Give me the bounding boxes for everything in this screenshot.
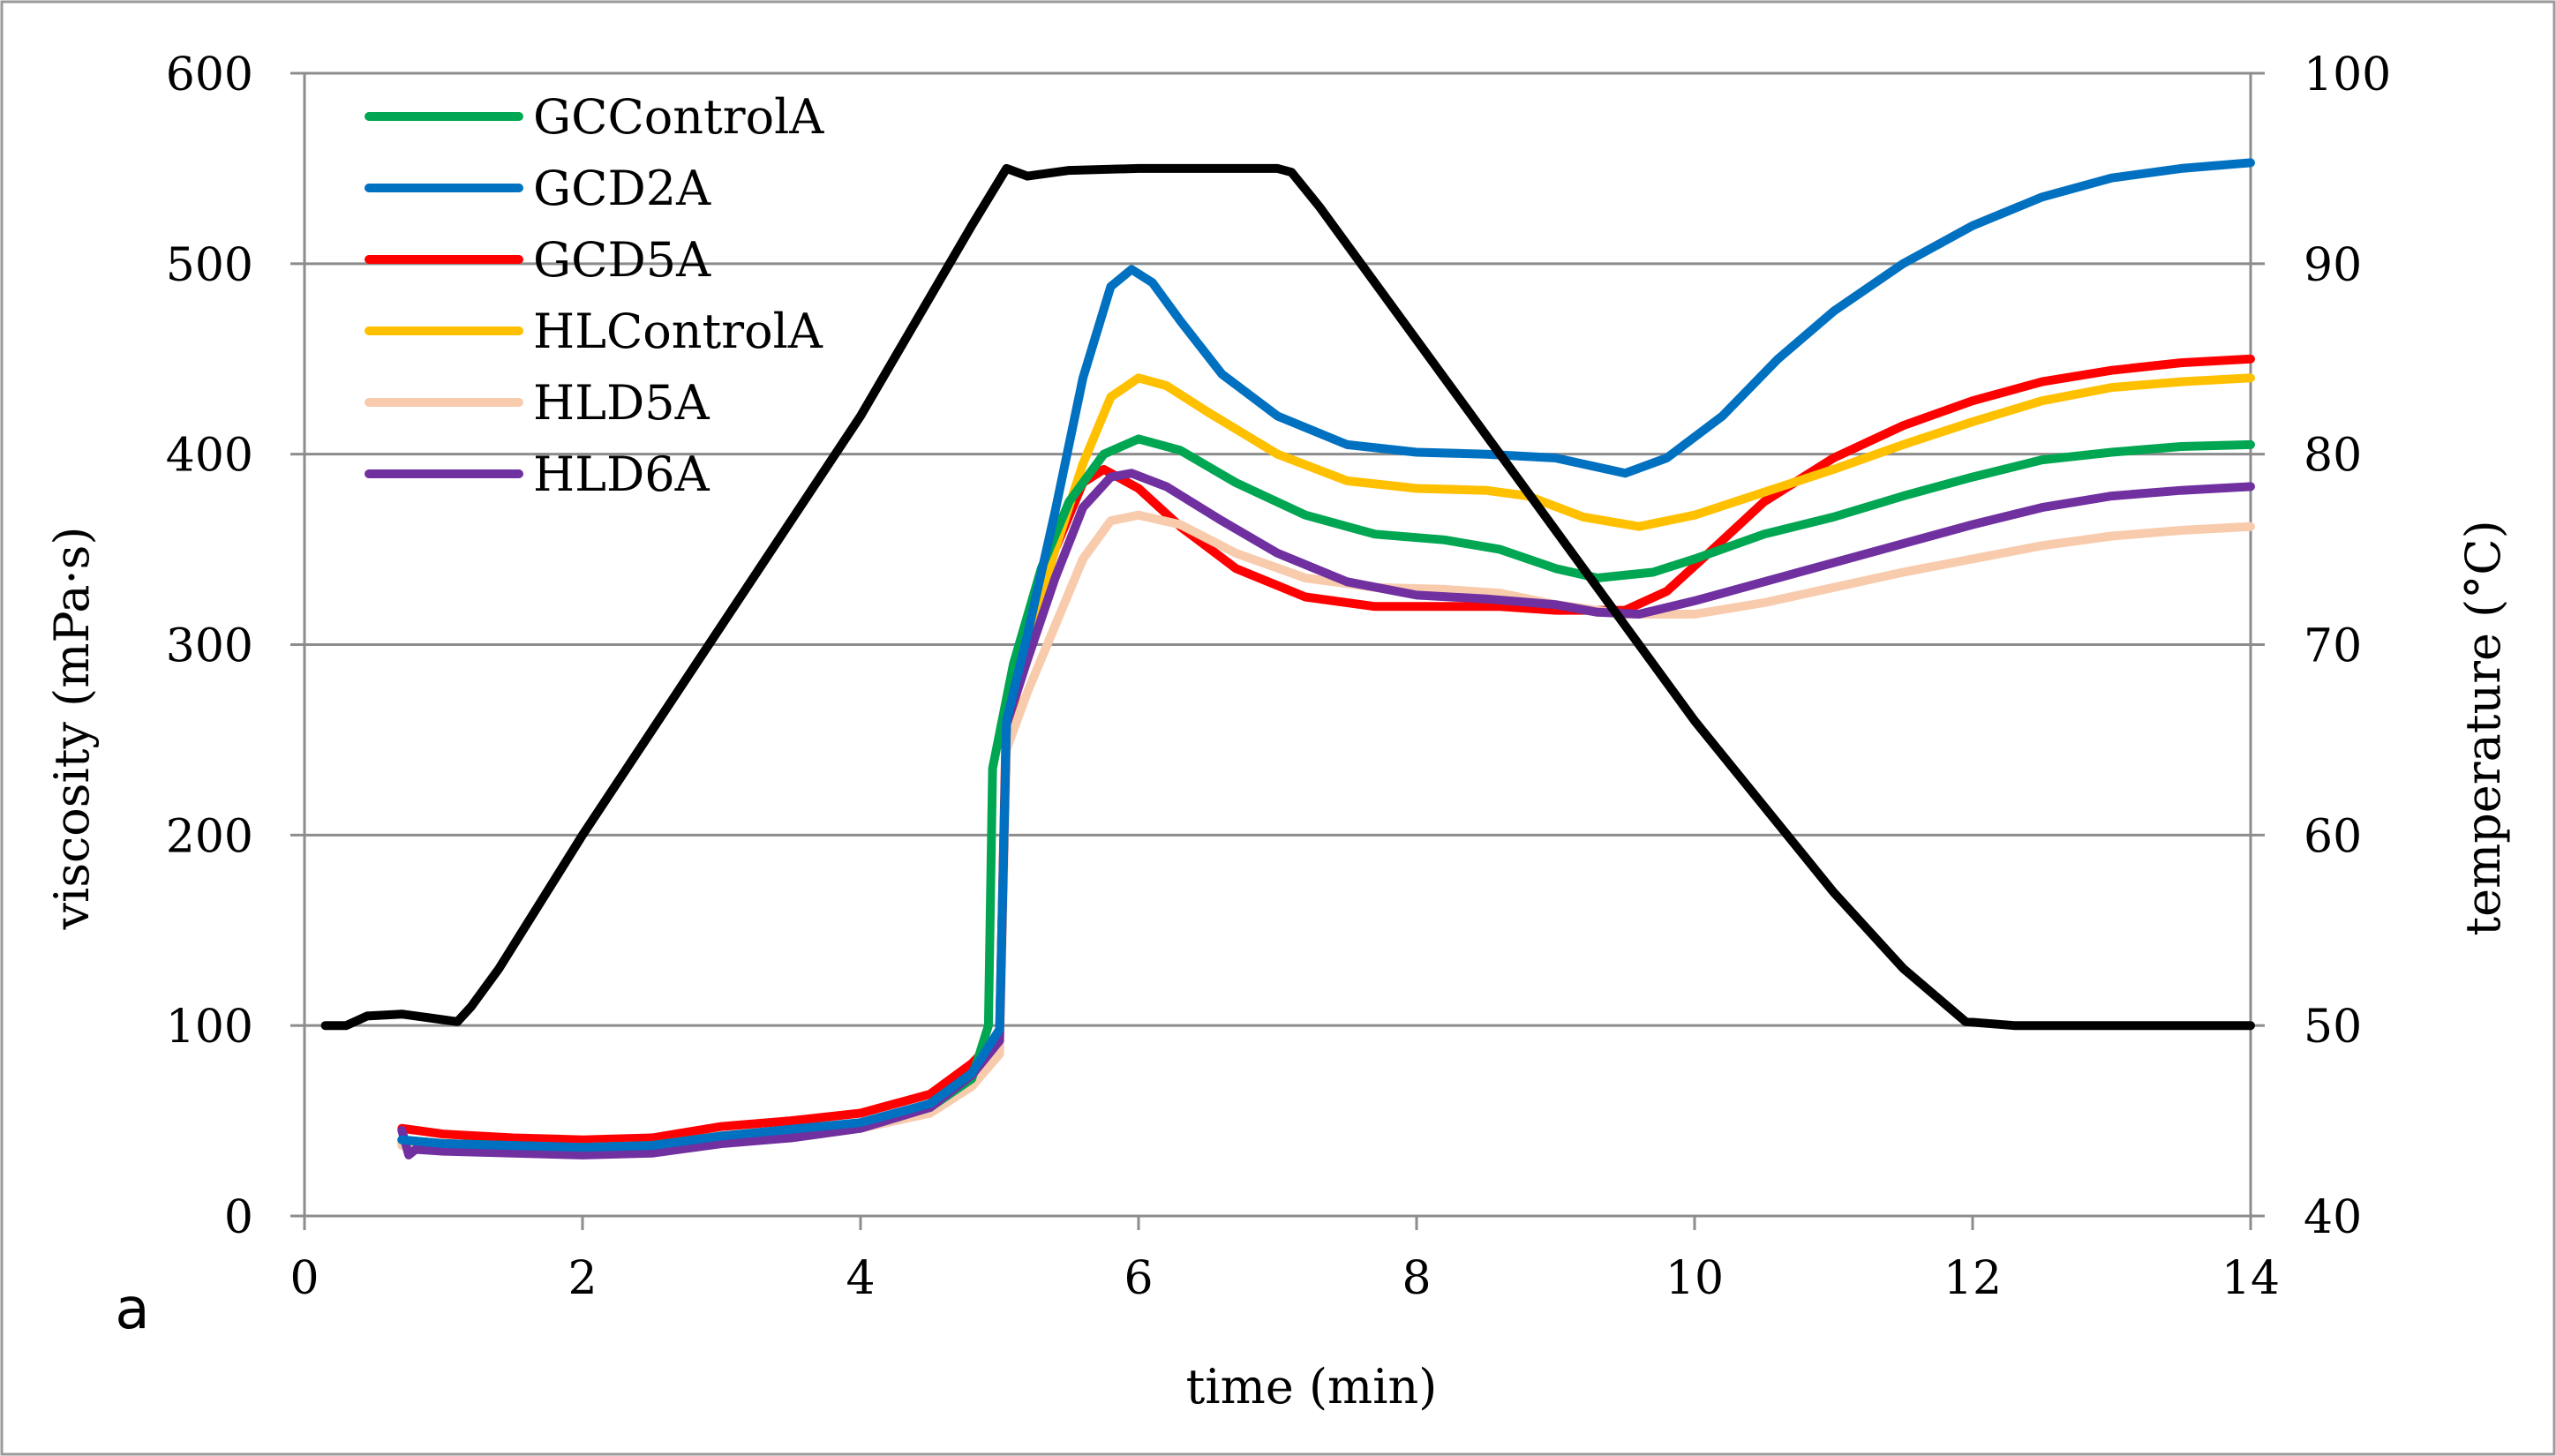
series-lines	[320, 158, 2255, 1160]
y2-tick-label: 100	[2304, 49, 2391, 101]
series-line-hld6a	[397, 469, 2255, 1160]
x-axis-label: time (min)	[1186, 1359, 1438, 1415]
x-tick-label: 0	[289, 1252, 319, 1305]
y-tick-label: 600	[166, 49, 253, 101]
legend-label-hlcontrola: HLControlA	[533, 304, 823, 359]
y-tick-label: 500	[166, 239, 253, 292]
y2-tick-label: 80	[2304, 430, 2362, 483]
y2-tick-label: 90	[2304, 239, 2362, 292]
gridlines	[304, 71, 2251, 1027]
y2-tick-label: 50	[2304, 1001, 2362, 1054]
panel-label: a	[115, 1277, 149, 1342]
y2-tick-label: 60	[2304, 810, 2362, 863]
x-tick-label: 8	[1402, 1252, 1431, 1305]
x-tick-label: 6	[1124, 1252, 1153, 1305]
y-axis-label: viscosity (mPa·s)	[44, 527, 100, 931]
legend-label-gccontrola: GCControlA	[533, 89, 824, 145]
y-tick-label: 200	[166, 810, 253, 863]
y2-tick-label: 70	[2304, 620, 2362, 673]
x-tick-label: 10	[1665, 1252, 1724, 1305]
legend: GCControlA GCD2A GCD5A HLControlA HLD5A HLD6A	[365, 89, 824, 502]
y-tick-label: 400	[166, 430, 253, 483]
y2-axis-label: temperature (°C)	[2455, 520, 2511, 935]
series-line-temperature	[320, 163, 2255, 1031]
y2-tick-label: 40	[2304, 1191, 2362, 1244]
axis-labels: time (min) viscosity (mPa·s) temperature…	[44, 520, 2511, 1415]
y-tick-label: 300	[166, 620, 253, 673]
series-line-gcd2a	[397, 158, 2255, 1152]
y-tick-label: 100	[166, 1001, 253, 1054]
legend-label-gcd5a: GCD5A	[533, 232, 711, 288]
x-tick-label: 12	[1943, 1252, 2002, 1305]
legend-label-gcd2a: GCD2A	[533, 161, 711, 216]
x-tick-label: 2	[568, 1252, 597, 1305]
y-tick-label: 0	[224, 1191, 253, 1244]
axes: 0 100 200 300 400 500 600 40 50 60 70 80 90 100 0 2 4 6 8 1…	[166, 49, 2392, 1305]
x-tick-label: 14	[2221, 1252, 2280, 1305]
x-tick-label: 4	[846, 1252, 875, 1305]
legend-label-hld6a: HLD6A	[533, 447, 710, 502]
legend-label-hld5a: HLD5A	[533, 375, 710, 431]
